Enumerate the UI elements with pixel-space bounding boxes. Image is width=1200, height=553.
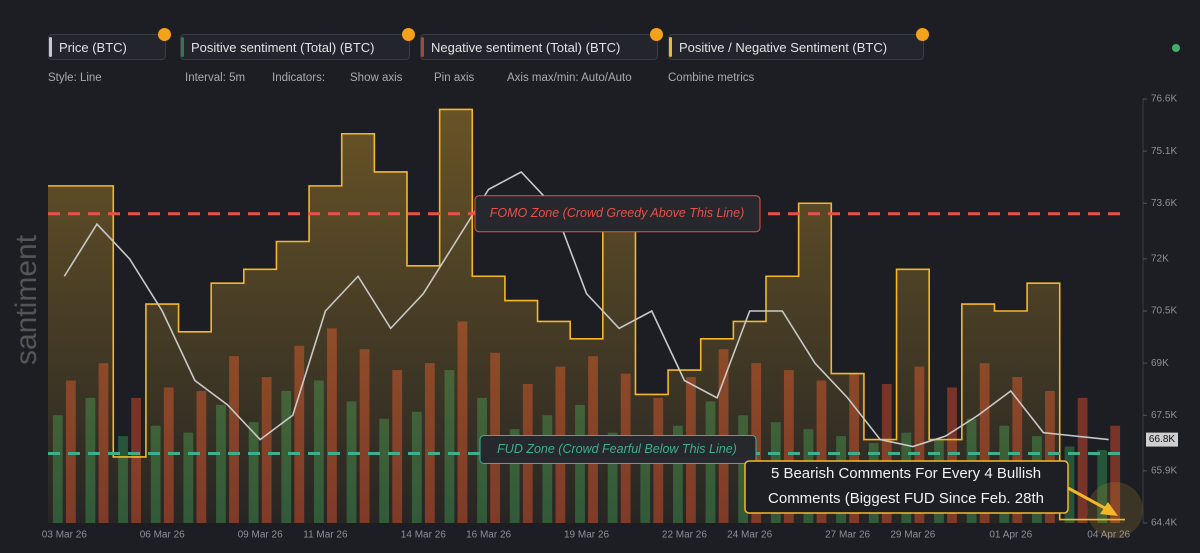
pin-axis[interactable]: Pin axis bbox=[434, 72, 475, 84]
callout-highlight bbox=[1087, 482, 1143, 538]
watermark: santiment bbox=[10, 234, 43, 365]
show-axis[interactable]: Show axis bbox=[350, 72, 403, 84]
x-tick-label: 03 Mar 26 bbox=[42, 530, 87, 541]
y-tick-label: 69K bbox=[1151, 358, 1169, 369]
legend-chip[interactable]: Negative sentiment (Total) (BTC) bbox=[420, 28, 663, 60]
combine-metrics[interactable]: Combine metrics bbox=[668, 72, 755, 84]
zone-box bbox=[479, 434, 757, 464]
x-tick-label: 09 Mar 26 bbox=[238, 530, 283, 541]
sentiment-bar bbox=[1077, 397, 1088, 523]
callout-arrowhead bbox=[1100, 502, 1118, 516]
indicators-menu[interactable]: Indicators: bbox=[272, 72, 326, 84]
price-line bbox=[63, 170, 1109, 448]
last-price-label: 66.8K bbox=[1149, 434, 1175, 445]
legend-chip[interactable]: Positive sentiment (Total) (BTC) bbox=[180, 28, 415, 60]
x-tick-label: 22 Mar 26 bbox=[662, 530, 707, 541]
x-tick-label: 27 Mar 26 bbox=[825, 530, 870, 541]
callout-text: 5 Bearish Comments For Every 4 Bullish bbox=[771, 465, 1041, 482]
y-tick-label: 70.5K bbox=[1151, 306, 1177, 317]
zone-label: FOMO Zone (Crowd Greedy Above This Line) bbox=[490, 206, 745, 220]
x-tick-label: 24 Mar 26 bbox=[727, 530, 772, 541]
x-tick-label: 11 Mar 26 bbox=[303, 530, 348, 541]
x-tick-label: 04 Apr 26 bbox=[1087, 530, 1130, 541]
x-tick-label: 06 Mar 26 bbox=[140, 530, 185, 541]
x-tick-label: 16 Mar 26 bbox=[466, 530, 511, 541]
legend-chip[interactable]: Price (BTC) bbox=[48, 28, 171, 60]
x-tick-label: 29 Mar 26 bbox=[890, 530, 935, 541]
last-price-box bbox=[1146, 432, 1178, 447]
y-tick-label: 75.1K bbox=[1151, 146, 1177, 157]
style-menu[interactable]: Style: Line bbox=[48, 72, 102, 84]
y-tick-label: 76.6K bbox=[1151, 94, 1177, 105]
sentiment-bar bbox=[1097, 450, 1108, 523]
callout-box bbox=[744, 460, 1069, 514]
step-line bbox=[48, 108, 1125, 521]
legend-label: Price (BTC) bbox=[59, 40, 127, 55]
zone-label: FUD Zone (Crowd Fearful Below This Line) bbox=[497, 442, 737, 456]
x-tick-label: 14 Mar 26 bbox=[401, 530, 446, 541]
sentiment-bar bbox=[1110, 425, 1121, 523]
legend-label: Negative sentiment (Total) (BTC) bbox=[431, 40, 621, 55]
callout-text: Comments (Biggest FUD Since Feb. 28th bbox=[768, 490, 1044, 507]
y-tick-label: 64.4K bbox=[1151, 518, 1177, 529]
legend-chip[interactable]: Positive / Negative Sentiment (BTC) bbox=[668, 28, 929, 60]
legend-label: Positive sentiment (Total) (BTC) bbox=[191, 40, 375, 55]
status-dot bbox=[1172, 44, 1180, 52]
y-tick-label: 72K bbox=[1151, 254, 1169, 265]
y-tick-label: 65.9K bbox=[1151, 466, 1177, 477]
x-tick-label: 19 Mar 26 bbox=[564, 530, 609, 541]
axis-minmax[interactable]: Axis max/min: Auto/Auto bbox=[507, 72, 632, 84]
legend-label: Positive / Negative Sentiment (BTC) bbox=[679, 40, 888, 55]
zone-box bbox=[474, 195, 761, 233]
sentiment-bar bbox=[1064, 446, 1075, 523]
interval-menu[interactable]: Interval: 5m bbox=[185, 72, 246, 84]
x-tick-label: 01 Apr 26 bbox=[989, 530, 1032, 541]
y-tick-label: 73.6K bbox=[1151, 198, 1177, 209]
y-tick-label: 67.5K bbox=[1151, 410, 1177, 421]
